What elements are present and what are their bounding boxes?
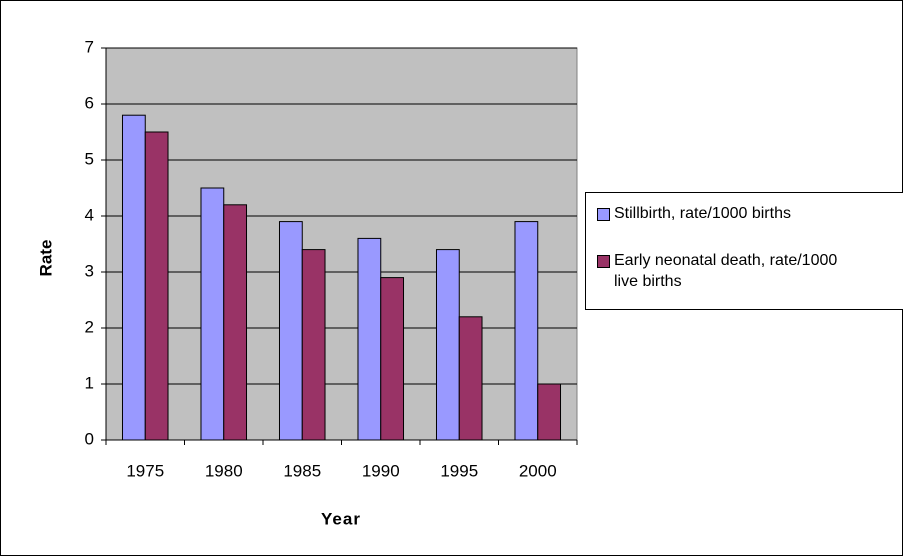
y-axis-label: Rate	[36, 240, 55, 277]
y-tick-label: 0	[85, 429, 94, 448]
x-axis-label: Year	[321, 509, 361, 528]
legend-label: Stillbirth, rate/1000 births	[614, 205, 791, 222]
bar	[200, 187, 225, 441]
bar	[458, 316, 483, 441]
bar	[223, 204, 248, 441]
bar	[278, 221, 303, 441]
legend: Stillbirth, rate/1000 births Early neonat…	[585, 192, 903, 310]
legend-entry: Stillbirth, rate/1000 births	[597, 203, 844, 224]
bar	[301, 249, 326, 441]
y-tick-label: 3	[85, 261, 94, 280]
y-tick-label: 6	[85, 93, 94, 112]
x-tick-label: 1995	[440, 461, 478, 480]
x-tick-label: 2000	[519, 461, 557, 480]
y-tick-label: 1	[85, 373, 94, 392]
x-tick-label: 1985	[283, 461, 321, 480]
legend-swatch	[597, 208, 610, 221]
bar	[144, 131, 169, 441]
legend-label: Early neonatal death, rate/1000 live bir…	[614, 252, 838, 290]
plot-area	[105, 47, 578, 441]
y-tick-label: 2	[85, 317, 94, 336]
legend-entry: Early neonatal death, rate/1000 live bir…	[597, 250, 844, 292]
bar	[514, 221, 539, 441]
y-tick-label: 7	[85, 37, 94, 56]
bar	[357, 237, 382, 441]
bar	[121, 114, 146, 441]
x-tick-label: 1990	[362, 461, 400, 480]
bar	[537, 383, 562, 441]
x-tick-label: 1975	[126, 461, 164, 480]
x-tick-label: 1980	[205, 461, 243, 480]
legend-swatch	[597, 255, 610, 268]
bar	[380, 277, 405, 441]
y-tick-label: 5	[85, 149, 94, 168]
bar	[435, 249, 460, 441]
y-tick-label: 4	[85, 205, 94, 224]
